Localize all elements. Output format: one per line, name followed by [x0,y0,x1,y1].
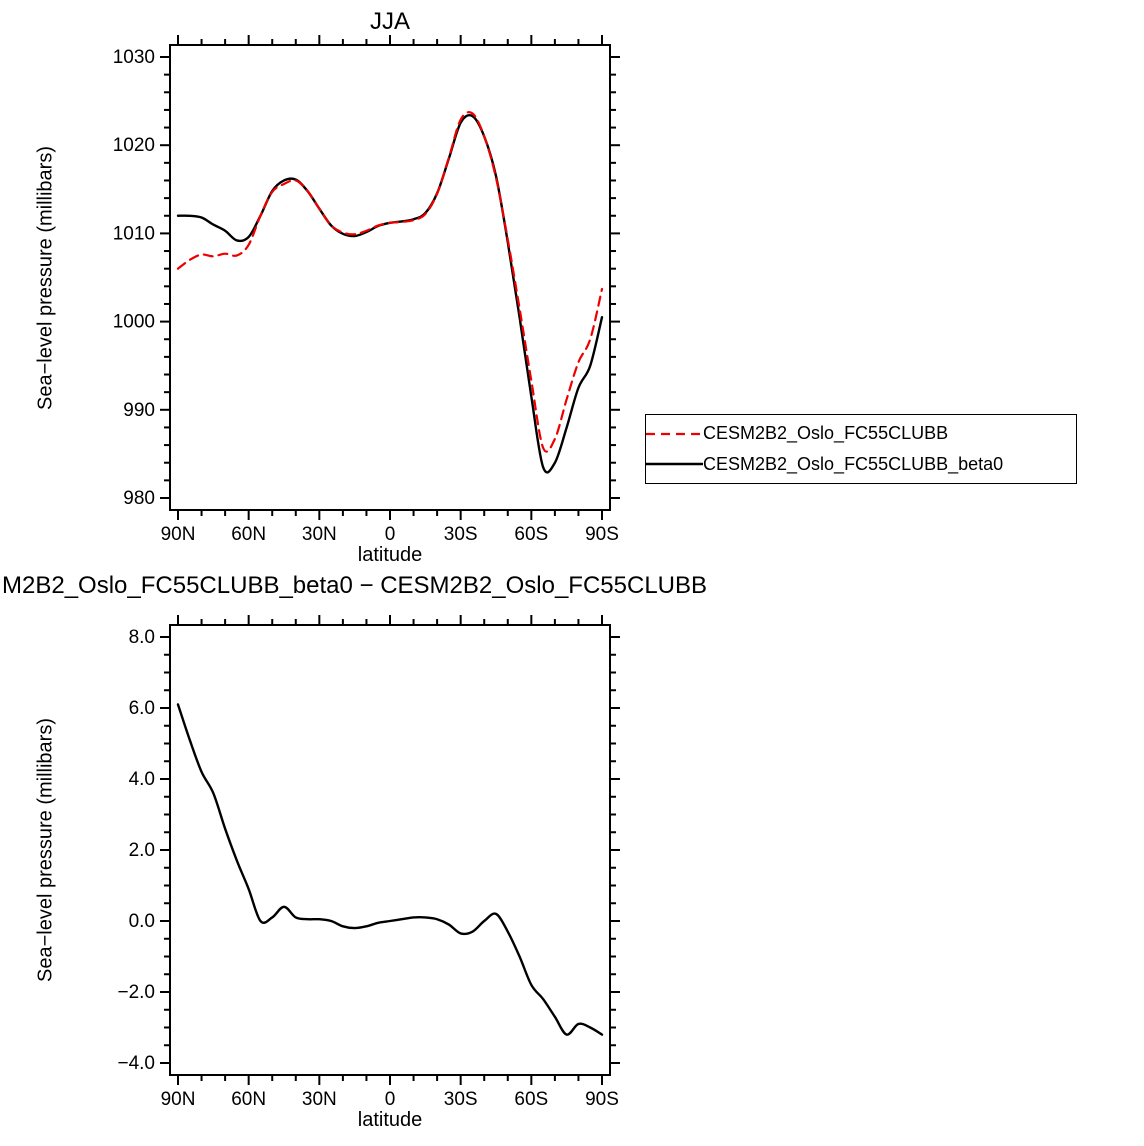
bottom-y-axis-label: Sea−level pressure (millibars) [34,718,57,982]
legend-label-beta0: CESM2B2_Oslo_FC55CLUBB_beta0 [703,453,1004,474]
y-tick-label: 1020 [113,135,155,156]
y-tick-label: 2.0 [129,840,155,861]
legend-entry-fc55clubb: CESM2B2_Oslo_FC55CLUBB [646,422,1076,446]
chart-top: 90N 60N 30N 0 30S 60S 90S 980 990 1000 1010 1020 103… [113,35,620,545]
legend-box: CESM2B2_Oslo_FC55CLUBB CESM2B2_Oslo_FC55… [645,414,1077,484]
bottom-x-axis-label: latitude [357,1109,423,1131]
plot-frame [169,624,611,1076]
series-line-CESM2B2_Oslo_FC55CLUBB [176,111,604,453]
chart-bottom: 90N 60N 30N 0 30S 60S 90S 8.0 6.0 4.0 2.0 0.0 −2.0 −4… [117,615,620,1110]
x-tick-label: 30S [444,1089,478,1110]
y-tick-label: 6.0 [129,698,155,719]
legend-label-fc55clubb: CESM2B2_Oslo_FC55CLUBB [703,423,949,444]
x-tick-label: 60N [231,1089,266,1110]
x-tick-label: 0 [385,524,396,545]
x-tick-label: 0 [385,1089,396,1110]
legend-entry-beta0: CESM2B2_Oslo_FC55CLUBB_beta0 [646,452,1076,476]
top-y-axis-label: Sea−level pressure (millibars) [34,146,57,410]
y-tick-label: 8.0 [129,627,155,648]
top-chart-title: JJA [369,8,410,35]
x-tick-label: 60S [514,1089,548,1110]
y-tick-label: 1030 [113,47,155,68]
y-tick-label: 4.0 [129,769,155,790]
y-tick-label: −4.0 [117,1053,155,1074]
y-tick-label: 1010 [113,223,155,244]
x-tick-label: 60N [231,524,266,545]
y-tick-label: 0.0 [129,911,155,932]
x-tick-label: 30N [302,524,337,545]
top-x-axis-label: latitude [357,544,423,566]
x-tick-label: 90S [585,524,619,545]
x-tick-label: 30N [302,1089,337,1110]
x-tick-label: 90N [161,524,196,545]
x-tick-label: 90S [585,1089,619,1110]
plot-frame [169,44,611,511]
bottom-chart-title: M2B2_Oslo_FC55CLUBB_beta0 − CESM2B2_Oslo… [2,572,708,599]
y-tick-label: 980 [123,488,155,509]
x-tick-label: 60S [514,524,548,545]
x-tick-label: 90N [161,1089,196,1110]
y-tick-label: 1000 [113,312,155,333]
x-tick-label: 30S [444,524,478,545]
series-line-CESM2B2_Oslo_FC55CLUBB_beta0 [176,113,604,474]
legend-black-solid-line-icon [646,463,703,466]
y-tick-label: −2.0 [117,982,155,1003]
y-tick-label: 990 [123,400,155,421]
legend-red-dashed-line-icon [646,432,703,435]
series-line-difference [176,703,604,1036]
